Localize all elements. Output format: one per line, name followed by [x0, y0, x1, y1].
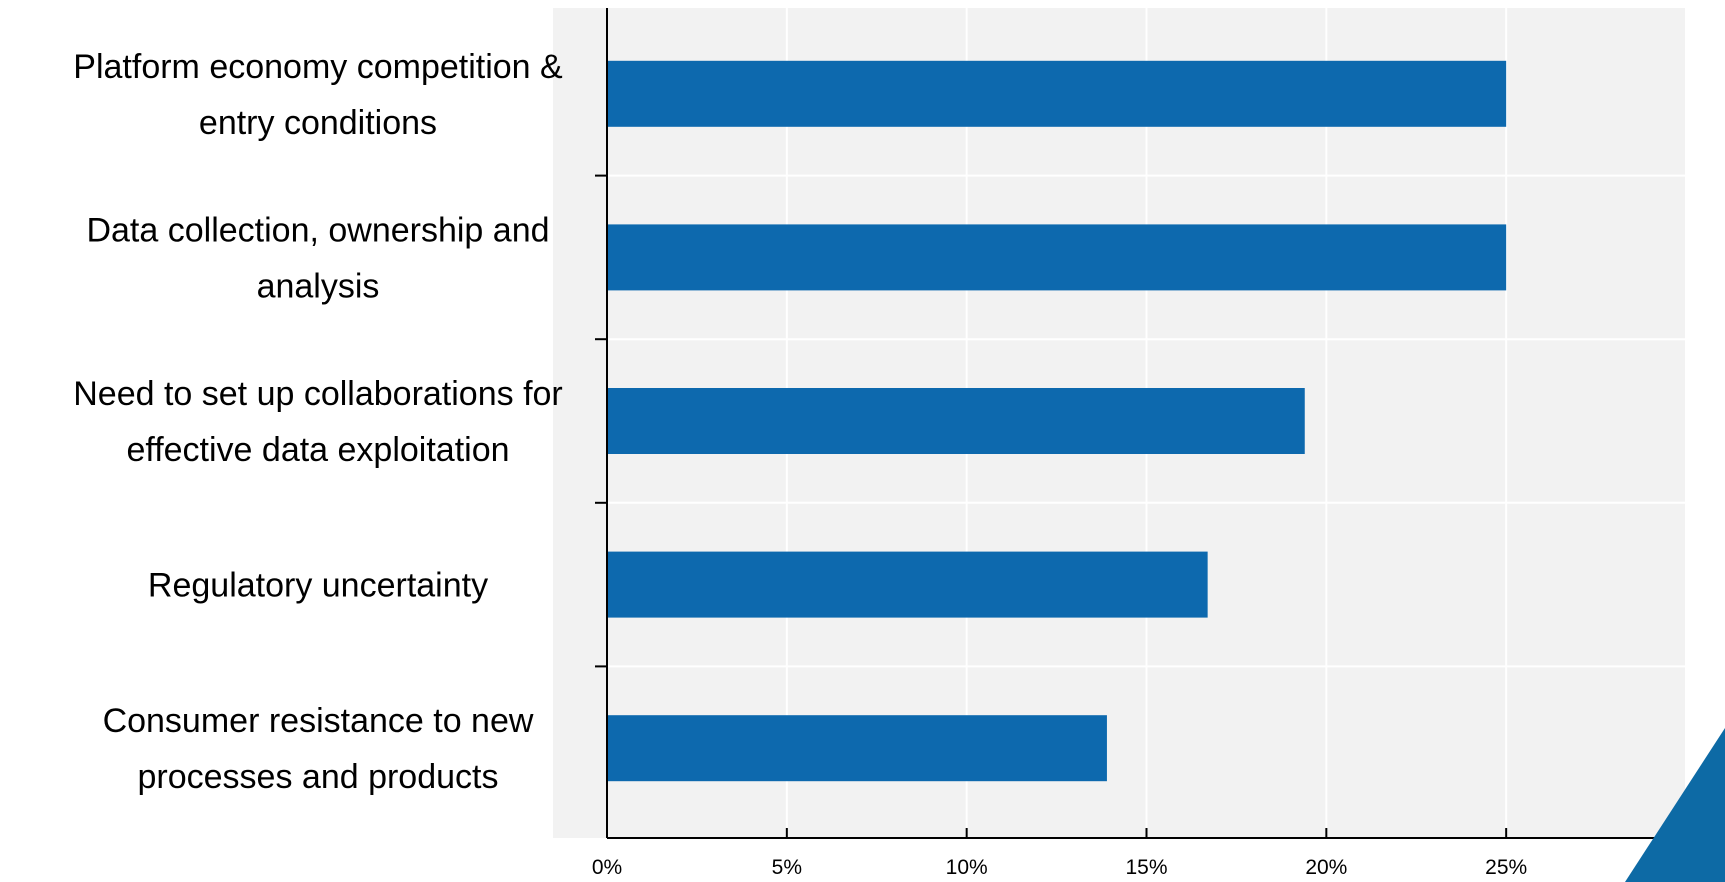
category-label-line: Regulatory uncertainty [148, 567, 488, 605]
bar [607, 60, 1507, 127]
category-label-line: Data collection, ownership and [86, 211, 549, 249]
x-tick-label: 0% [592, 856, 622, 879]
x-tick-labels: 0%5%10%15%20%25%30% [592, 856, 1707, 879]
category-label-line: Need to set up collaborations for [73, 375, 563, 413]
category-label: Platform economy competition & entry cond… [73, 48, 563, 142]
category-label: Regulatory uncertainty [148, 567, 488, 605]
x-tick-label: 20% [1305, 856, 1347, 879]
category-label-line: effective data exploitation [126, 431, 509, 469]
x-tick-label: 25% [1485, 856, 1527, 879]
bar [607, 224, 1507, 291]
x-tick-label: 10% [946, 856, 988, 879]
category-label-line: processes and products [138, 758, 499, 796]
category-label-line: entry conditions [199, 104, 437, 142]
category-label-line: Platform economy competition & [73, 48, 563, 86]
bars [607, 60, 1507, 782]
bar [607, 715, 1107, 782]
corner-accent-shape [1625, 728, 1725, 882]
bar [607, 388, 1305, 454]
bar [607, 551, 1208, 618]
axes [595, 8, 1687, 839]
category-label-line: Consumer resistance to new [103, 702, 534, 740]
category-label: Need to set up collaborations for effecti… [73, 375, 563, 469]
category-label: Data collection, ownership and analysis [86, 211, 549, 305]
x-tick-label: 5% [772, 856, 802, 879]
category-labels: Platform economy competition & entry cond… [73, 48, 563, 796]
category-label-line: analysis [257, 267, 380, 305]
x-tick-label: 15% [1125, 856, 1167, 879]
category-label: Consumer resistance to new processes and … [103, 702, 534, 796]
